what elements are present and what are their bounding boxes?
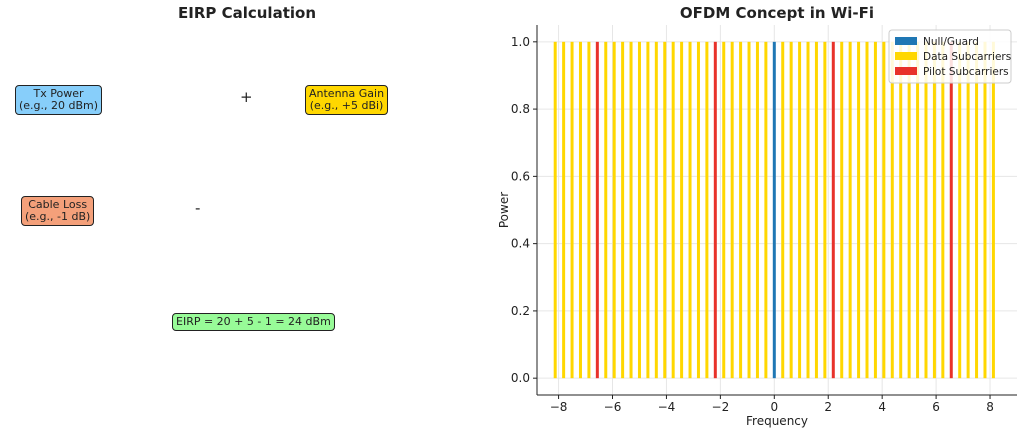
eirp-result-box: EIRP = 20 + 5 - 1 = 24 dBm [172,313,335,331]
data-subcarriers-bar [932,41,936,379]
data-subcarriers-bar [739,41,743,379]
data-subcarriers-bar [663,41,667,379]
tx-power-label: Tx Power [33,87,84,100]
data-subcarriers-bar [882,41,886,379]
x-tick-label: 2 [824,400,832,414]
data-subcarriers-bar [840,41,844,379]
data-subcarriers-bar [646,41,650,379]
data-subcarriers-bar [983,41,987,379]
data-subcarriers-bar [975,41,979,379]
y-tick-label: 0.2 [511,304,530,318]
antenna-gain-example: (e.g., +5 dBi) [309,99,384,112]
cable-loss-example: (e.g., -1 dB) [25,210,91,223]
data-subcarriers-bar [696,41,700,379]
data-subcarriers-bar [798,41,802,379]
y-tick-label: 0.8 [511,102,530,116]
data-subcarriers-bar [612,41,616,379]
x-tick-label: −2 [712,400,730,414]
x-tick-label: −6 [604,400,622,414]
tick-labels: −8 −6 −4 −2 0 2 4 6 8 0.0 0.2 0.4 0.6 0.8 1.0 [511,35,994,414]
null-guard-bar [772,41,776,379]
data-subcarriers-bar [604,41,608,379]
y-axis-label: Power [497,192,511,228]
x-tick-label: 6 [932,400,940,414]
data-subcarriers-bar [587,41,591,379]
data-subcarriers-bar [654,41,658,379]
cable-loss-box: Cable Loss (e.g., -1 dB) [21,196,95,226]
data-subcarriers-bar [806,41,810,379]
y-tick-label: 0.4 [511,237,530,251]
data-subcarriers-bar [781,41,785,379]
data-subcarriers-bar [705,41,709,379]
tx-power-example: (e.g., 20 dBm) [19,99,99,112]
legend: Null/Guard Data Subcarriers Pilot Subcarri… [888,29,1012,84]
data-subcarriers-bar [814,41,818,379]
data-subcarriers-bar [941,41,945,379]
pilot-subcarriers-bar [831,41,835,379]
x-tick-label: 4 [878,400,886,414]
data-subcarriers-bar [764,41,768,379]
legend-swatch-pilot-subcarriers [895,67,917,75]
data-subcarriers-bar [578,41,582,379]
data-subcarriers-bar [637,41,641,379]
data-subcarriers-bar [991,41,995,379]
pilot-subcarriers-bar [713,41,717,379]
data-subcarriers-bar [671,41,675,379]
eirp-title: EIRP Calculation [178,4,316,22]
data-subcarriers-bar [747,41,751,379]
plus-sign: + [240,88,253,106]
x-tick-label: 0 [770,400,778,414]
legend-label-data-subcarriers: Data Subcarriers [923,51,1011,63]
legend-label-null-guard: Null/Guard [923,36,979,48]
data-subcarriers-bar [730,41,734,379]
data-subcarriers-bar [570,41,574,379]
data-subcarriers-bar [848,41,852,379]
chart-title: OFDM Concept in Wi-Fi [679,4,875,22]
pilot-subcarriers-bar [949,41,953,379]
data-subcarriers-bar [688,41,692,379]
x-tick-label: 8 [986,400,994,414]
tx-power-box: Tx Power (e.g., 20 dBm) [15,85,103,115]
data-subcarriers-bar [958,41,962,379]
data-subcarriers-bar [755,41,759,379]
data-subcarriers-bar [873,41,877,379]
data-subcarriers-bar [629,41,633,379]
data-subcarriers-bar [562,41,566,379]
legend-swatch-data-subcarriers [895,52,917,60]
minus-sign: - [195,199,201,217]
y-tick-label: 1.0 [511,35,530,49]
data-subcarriers-bar [789,41,793,379]
data-subcarriers-bar [722,41,726,379]
cable-loss-label: Cable Loss [28,198,88,211]
data-subcarriers-bar [899,41,903,379]
data-subcarriers-bar [680,41,684,379]
data-subcarriers-bar [924,41,928,379]
legend-frame [888,29,1012,84]
data-subcarriers-bar [907,41,911,379]
antenna-gain-box: Antenna Gain (e.g., +5 dBi) [305,85,389,115]
y-tick-label: 0.6 [511,169,530,183]
data-subcarriers-bar [865,41,869,379]
axes [536,25,1017,396]
data-subcarriers-bar [890,41,894,379]
data-subcarriers-bar [916,41,920,379]
data-subcarriers-bar [823,41,827,379]
data-subcarriers-bar [621,41,625,379]
antenna-gain-label: Antenna Gain [309,87,385,100]
data-subcarriers-bar [966,41,970,379]
subcarrier-bars [553,41,995,379]
x-tick-label: −4 [658,400,676,414]
data-subcarriers-bar [553,41,557,379]
legend-label-pilot-subcarriers: Pilot Subcarriers [923,66,1009,78]
pilot-subcarriers-bar [595,41,599,379]
y-tick-label: 0.0 [511,371,530,385]
eirp-result-text: EIRP = 20 + 5 - 1 = 24 dBm [176,315,331,328]
x-tick-label: −8 [550,400,568,414]
data-subcarriers-bar [857,41,861,379]
legend-swatch-null-guard [895,37,917,45]
x-axis-label: Frequency [746,414,808,428]
